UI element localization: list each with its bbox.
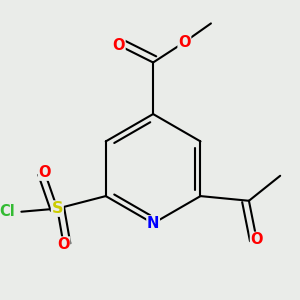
Text: O: O: [39, 165, 51, 180]
Text: O: O: [178, 35, 190, 50]
Text: N: N: [147, 216, 159, 231]
Text: Cl: Cl: [0, 204, 15, 219]
Text: O: O: [250, 232, 263, 247]
Text: O: O: [57, 237, 70, 252]
Text: S: S: [52, 201, 63, 216]
Text: O: O: [112, 38, 125, 53]
